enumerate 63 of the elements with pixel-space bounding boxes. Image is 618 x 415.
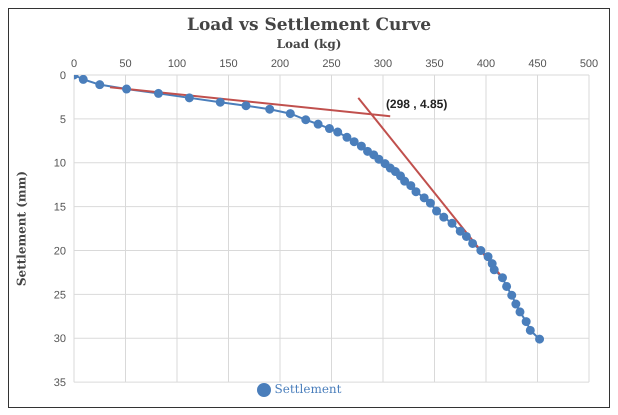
point — [342, 132, 352, 142]
x-tick-label: 200 — [270, 58, 290, 70]
point — [511, 300, 520, 309]
y-tick-label: 25 — [54, 289, 66, 302]
y-tick-label: 15 — [54, 202, 66, 214]
point — [439, 212, 448, 222]
point — [448, 218, 457, 228]
point — [526, 326, 535, 335]
legend-label: Settlement — [274, 382, 342, 396]
point — [154, 88, 163, 98]
point — [484, 252, 493, 262]
x-tick-label: 150 — [219, 58, 238, 70]
x-axis-title: Load (kg) — [276, 37, 342, 51]
point — [400, 176, 410, 186]
x-tick-label: 50 — [119, 58, 132, 70]
point — [216, 98, 225, 107]
y-tick-label: 35 — [54, 377, 66, 390]
point — [324, 124, 334, 134]
point — [122, 84, 132, 94]
point — [535, 334, 544, 344]
point — [515, 307, 524, 316]
point — [426, 198, 435, 208]
y-axis-title: Settlement (mm) — [14, 171, 28, 286]
point — [184, 93, 194, 102]
y-tick-label: 10 — [54, 158, 66, 170]
point — [350, 137, 359, 146]
point — [301, 115, 310, 124]
point — [265, 104, 274, 114]
point — [374, 154, 384, 164]
annotation: (298 , 4.85) — [386, 96, 448, 111]
point — [411, 187, 420, 196]
point — [95, 80, 104, 90]
x-tick-label: 500 — [580, 58, 598, 70]
point — [420, 193, 429, 202]
point — [456, 226, 465, 236]
point — [522, 317, 531, 326]
point — [356, 142, 366, 151]
point — [432, 206, 442, 216]
y-tick-label: 30 — [54, 333, 66, 346]
point — [78, 75, 88, 84]
point — [286, 109, 295, 118]
y-tick-label: 5 — [60, 114, 66, 126]
point — [468, 238, 478, 248]
x-tick-label: 250 — [322, 58, 341, 70]
x-tick-label: 0 — [70, 58, 78, 70]
point — [314, 120, 323, 129]
y-tick-label: 20 — [54, 245, 66, 258]
x-tick-label: 350 — [425, 58, 444, 70]
point — [490, 265, 499, 274]
point — [476, 246, 486, 255]
point — [462, 232, 471, 241]
point — [333, 128, 342, 137]
x-tick-label: 400 — [476, 58, 496, 70]
x-tick-label: 100 — [168, 58, 186, 70]
point — [507, 290, 516, 300]
point — [502, 282, 512, 291]
chart-title: Load vs Settlement Curve — [186, 15, 432, 35]
point — [498, 273, 507, 282]
x-tick-label: 450 — [528, 58, 547, 70]
point — [406, 181, 416, 190]
x-tick-label: 300 — [374, 58, 392, 70]
point — [242, 101, 251, 110]
y-tick-label: 0 — [60, 70, 66, 82]
